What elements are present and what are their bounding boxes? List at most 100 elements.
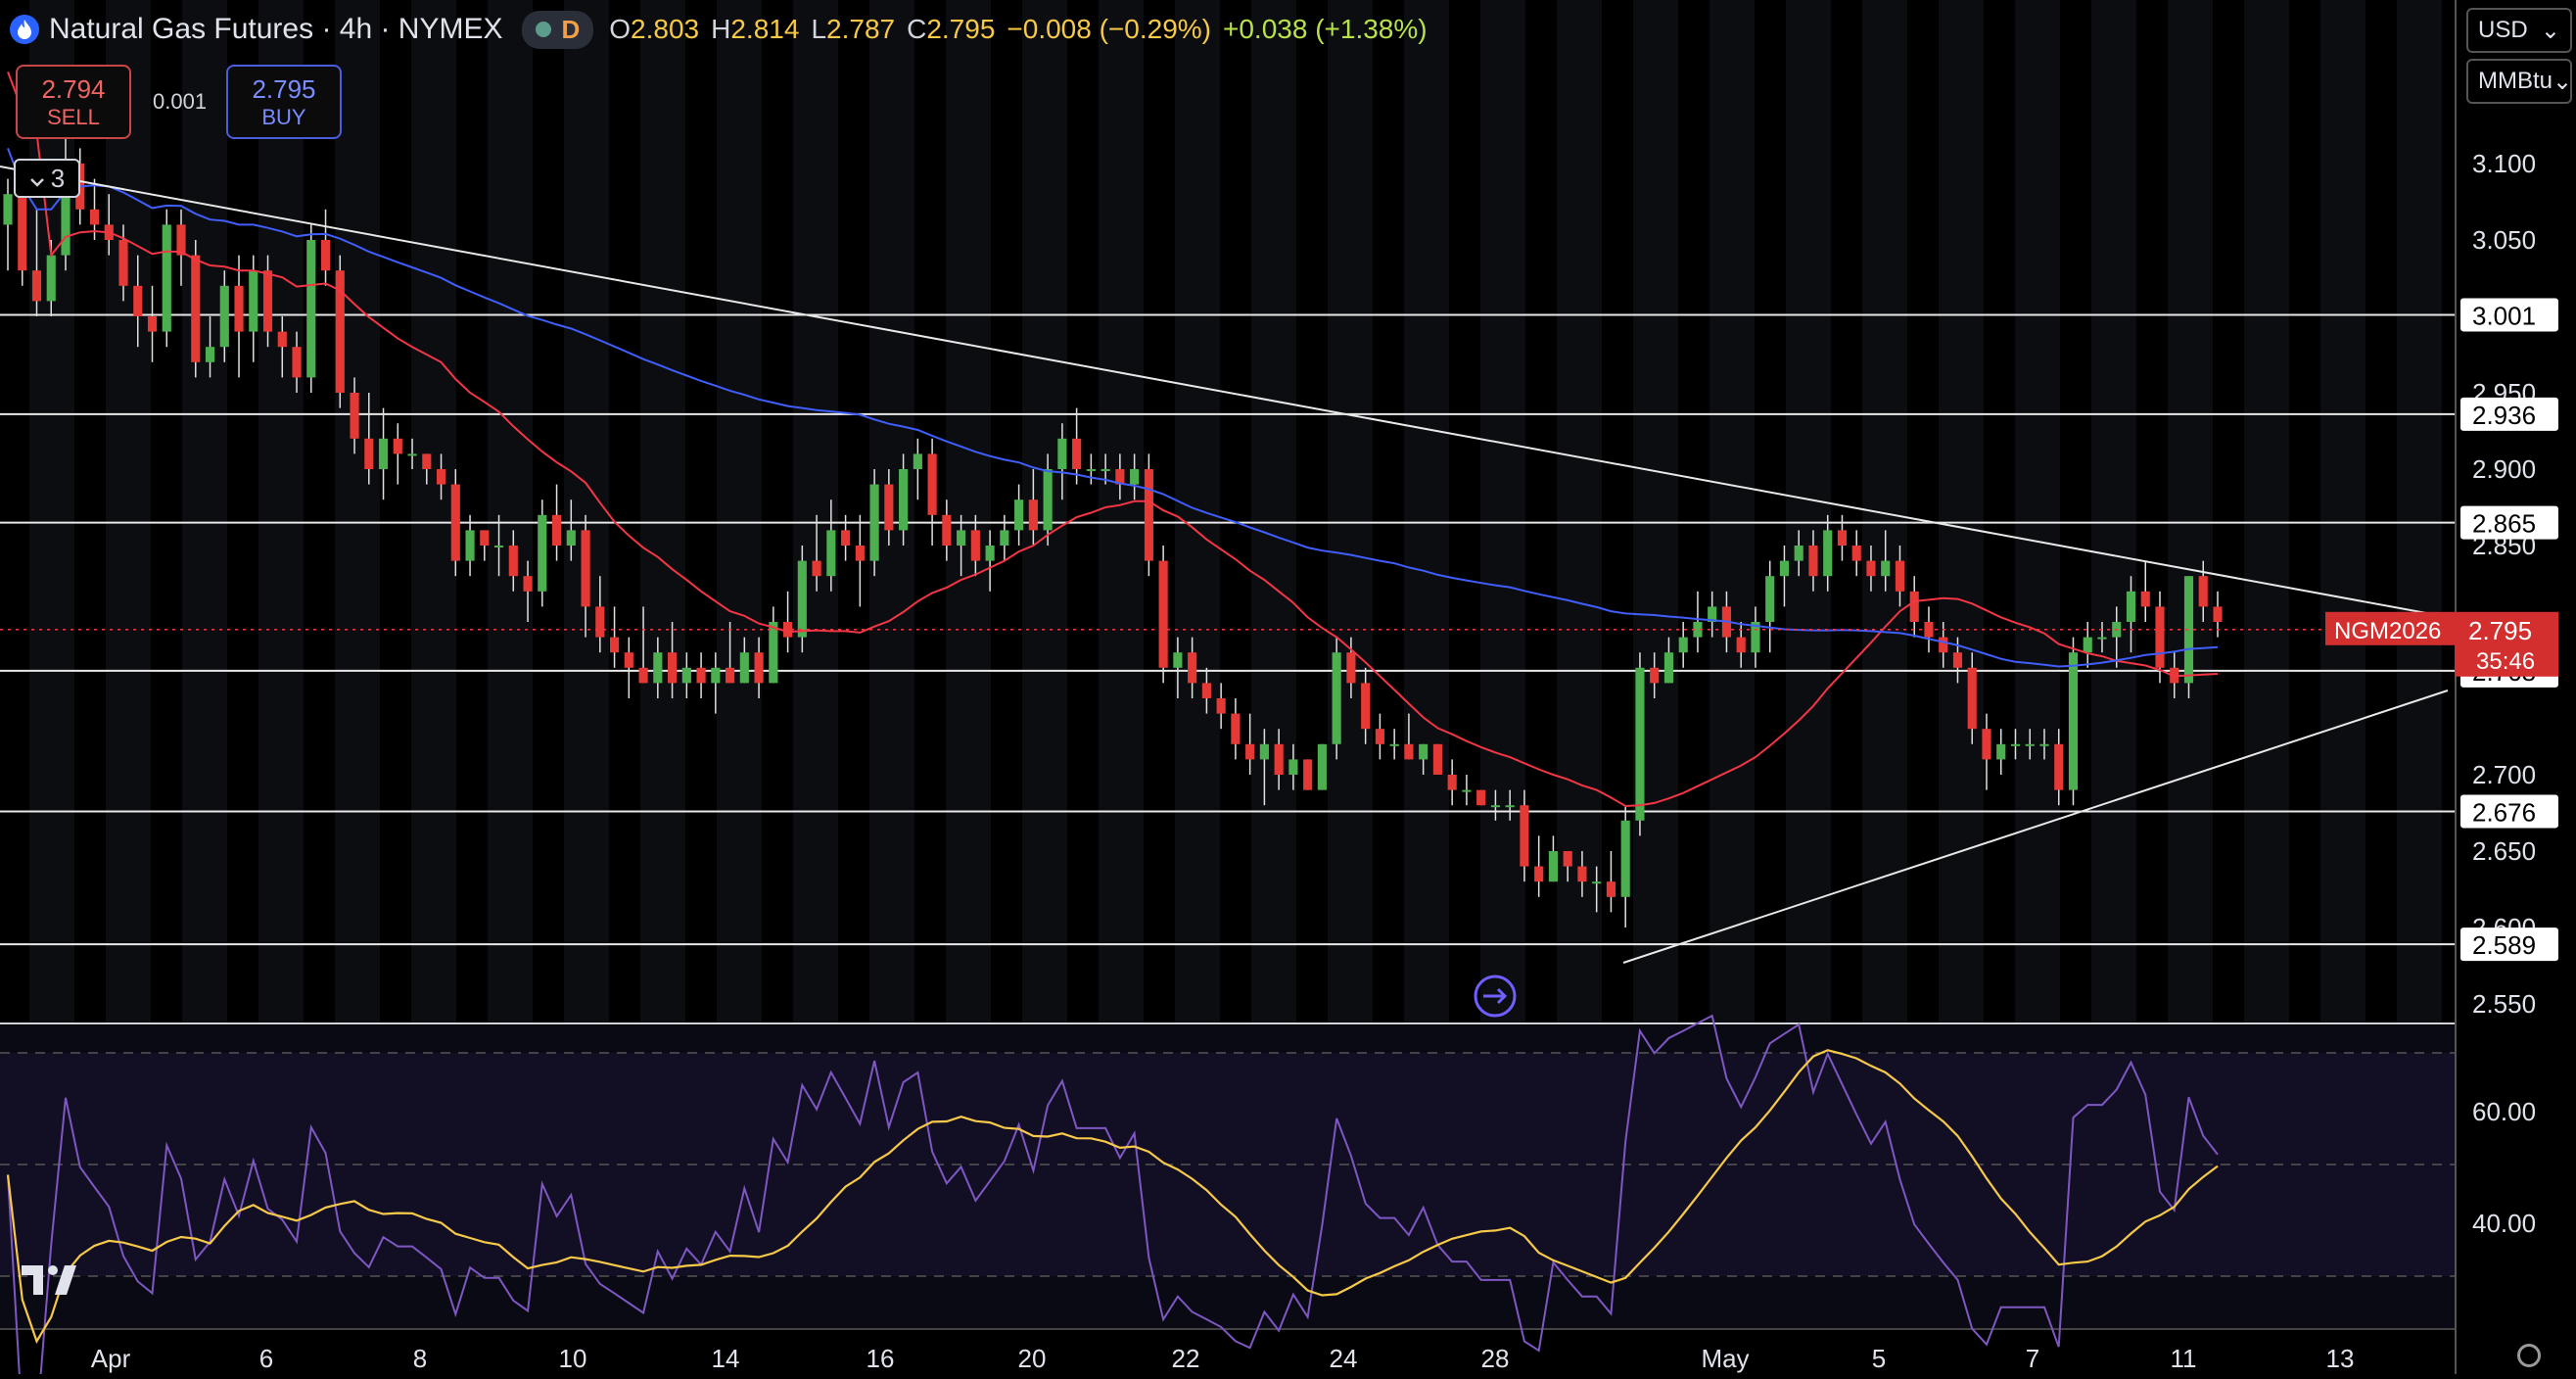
candle-body [726, 667, 735, 684]
price-tick-label: 2.700 [2472, 760, 2536, 789]
rsi-tick-label: 40.00 [2472, 1209, 2536, 1238]
high-label: H [711, 14, 731, 44]
candle-body [1447, 775, 1457, 790]
session-band [1480, 0, 1525, 1023]
session-band [258, 0, 304, 1023]
level-price-label: 2.589 [2472, 930, 2536, 960]
ascending-trendline [1622, 690, 2449, 964]
candle-body [942, 514, 952, 546]
indicators-collapse-button[interactable]: 3 [14, 159, 80, 198]
candle-body [1303, 759, 1313, 790]
candle-body [1592, 881, 1602, 884]
candle-body [133, 285, 143, 316]
session-band [2244, 0, 2289, 1023]
sell-button[interactable]: 2.794 SELL [16, 65, 131, 139]
candle-body [1216, 698, 1226, 714]
candle-body [668, 652, 678, 684]
session-band [1710, 0, 1755, 1023]
time-axis-label: May [1701, 1344, 1749, 1373]
candle-body [89, 209, 100, 225]
session-band [2015, 0, 2060, 1023]
price-tick-label: 3.100 [2472, 149, 2536, 178]
ohlc-legend: O2.803 H2.814 L2.787 C2.795 −0.008 (−0.2… [609, 14, 1427, 45]
candle-body [1534, 866, 1544, 882]
symbol-title[interactable]: Natural Gas Futures · 4h · NYMEX [49, 13, 503, 45]
session-band [1175, 0, 1220, 1023]
candle-body [754, 652, 764, 684]
candle-body [1939, 637, 1948, 653]
close-value: 2.795 [926, 14, 996, 44]
candle-body [1779, 560, 1790, 577]
market-status-pill[interactable]: D [522, 10, 594, 49]
session-band [1786, 0, 1831, 1023]
candle-body [1361, 683, 1371, 730]
indicator-count: 3 [50, 163, 66, 193]
chevron-down-icon: ⌄ [2553, 68, 2573, 95]
candle-body [2054, 743, 2064, 790]
scroll-to-realtime-icon [1474, 975, 1517, 1018]
candle-body [624, 652, 633, 668]
candle-body [493, 546, 504, 547]
candle-body [249, 270, 258, 332]
data-delay-badge: D [561, 14, 581, 44]
market-open-icon [536, 22, 552, 37]
candle-body [1188, 652, 1197, 684]
candle-body [797, 560, 807, 638]
candle-body [2083, 637, 2092, 653]
candle-body [812, 560, 821, 577]
tradingview-logo-icon[interactable] [22, 1261, 90, 1301]
close-label: C [907, 14, 927, 44]
candle-body [1909, 591, 1919, 622]
candle-body [1014, 499, 1024, 531]
candle-body [147, 316, 158, 332]
candle-body [31, 270, 42, 302]
candle-body [681, 667, 691, 684]
candle-body [1144, 469, 1153, 561]
symbol-tag-bg [2325, 611, 2455, 645]
session-band [411, 0, 456, 1023]
candle-body [1332, 652, 1341, 744]
low-value: 2.787 [826, 14, 896, 44]
candle-body [2198, 576, 2208, 607]
open-value: 2.803 [631, 14, 700, 44]
unit-select[interactable]: MMBtu ⌄ [2466, 59, 2572, 104]
candle-body [826, 530, 836, 577]
candle-body [407, 453, 417, 456]
session-band [1862, 0, 1907, 1023]
price-chart[interactable]: NGM2026 Apr 6 8 10 14 16 20 22 24 28 May 5 7 11 13 [0, 0, 2455, 1379]
descending-trendline [0, 166, 2449, 618]
candle-body [1678, 637, 1688, 653]
bar-change: −0.008 (−0.29%) [1007, 14, 1211, 44]
candle-body [205, 347, 215, 362]
candle-body [1663, 652, 1674, 684]
candle-body [320, 240, 331, 271]
session-band [946, 0, 991, 1023]
buy-label: BUY [261, 104, 306, 129]
candle-body [1505, 805, 1515, 808]
candle-body [118, 240, 128, 286]
candle-body [277, 331, 287, 348]
candle-body [335, 270, 345, 393]
level-price-label: 2.676 [2472, 797, 2536, 827]
sell-price: 2.794 [41, 73, 106, 104]
time-axis-label: 24 [1330, 1344, 1358, 1373]
candle-body [2126, 591, 2136, 622]
candle-body [1389, 743, 1399, 746]
currency-select[interactable]: USD ⌄ [2466, 8, 2572, 53]
candle-body [162, 224, 171, 332]
candle-body [696, 667, 706, 684]
moving-average-fast [7, 71, 2219, 808]
last-price-value: 2.795 [2468, 616, 2532, 645]
buy-button[interactable]: 2.795 BUY [226, 65, 342, 139]
session-band [717, 0, 762, 1023]
candle-body [899, 469, 909, 531]
candle-body [1708, 606, 1717, 622]
candle-body [1520, 805, 1529, 867]
candle-body [1635, 667, 1645, 821]
session-band [488, 0, 533, 1023]
chart-area[interactable]: NGM2026 Apr 6 8 10 14 16 20 22 24 28 May 5 7 11 13 [0, 0, 2455, 1379]
session-band [1633, 0, 1678, 1023]
candle-body [436, 469, 446, 485]
settings-gear-icon[interactable] [2517, 1344, 2541, 1367]
level-price-label-bg [2460, 927, 2558, 962]
